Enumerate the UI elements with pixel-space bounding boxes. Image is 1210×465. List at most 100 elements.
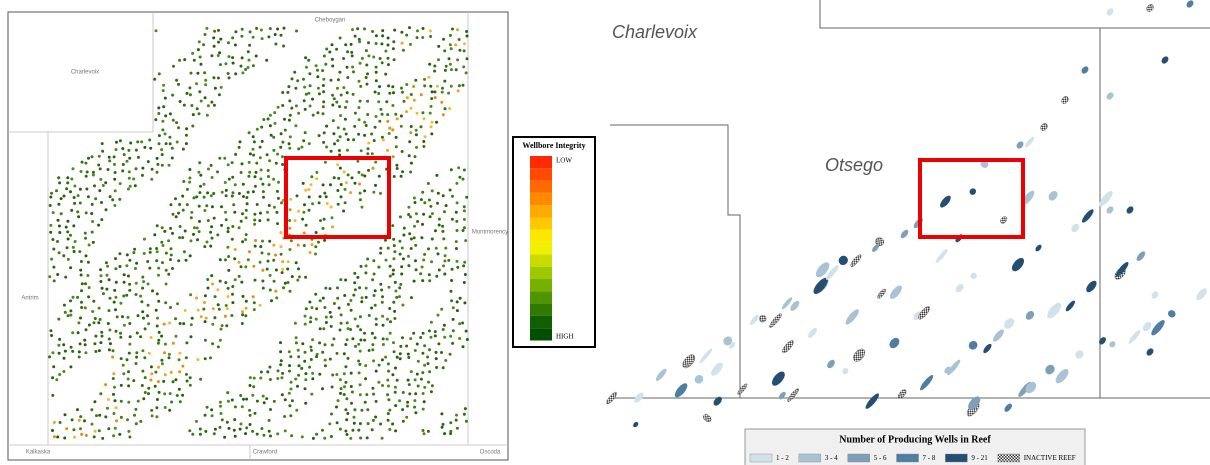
well [441, 113, 445, 117]
reef [737, 383, 748, 395]
well [92, 299, 96, 303]
well [52, 247, 56, 251]
well [188, 429, 192, 433]
legend-high: HIGH [556, 333, 574, 341]
well [337, 306, 341, 310]
well [427, 75, 431, 79]
well [100, 330, 104, 334]
well [328, 287, 332, 291]
well [87, 323, 91, 327]
well [365, 436, 369, 440]
well [318, 299, 322, 303]
well [146, 282, 150, 286]
well [178, 322, 182, 325]
well [199, 99, 203, 103]
well [405, 344, 409, 348]
reef [1000, 216, 1008, 224]
well [456, 265, 460, 269]
well [440, 90, 444, 94]
well [422, 117, 426, 121]
well [97, 223, 101, 227]
well [437, 268, 441, 272]
well [296, 384, 299, 388]
map-frame [7, 11, 509, 461]
well [357, 359, 361, 363]
well [258, 145, 262, 149]
reef [1081, 209, 1094, 223]
well [272, 243, 276, 247]
well [279, 363, 283, 367]
well [426, 362, 430, 366]
well [227, 55, 231, 59]
well [387, 285, 391, 289]
well [161, 128, 165, 132]
well [231, 285, 235, 288]
well [413, 349, 417, 352]
well [231, 191, 235, 195]
well [353, 317, 357, 321]
well [367, 41, 370, 45]
well [178, 58, 182, 62]
well [171, 341, 175, 345]
well [331, 119, 335, 123]
well [371, 386, 375, 390]
well [450, 279, 454, 282]
well [167, 239, 171, 243]
well [324, 195, 328, 199]
well [358, 198, 362, 202]
well [440, 425, 444, 429]
well [414, 268, 418, 272]
well [273, 121, 277, 125]
well [149, 146, 153, 150]
well [97, 349, 101, 353]
well [288, 248, 292, 251]
well [231, 225, 235, 228]
well [307, 58, 311, 62]
well [372, 294, 376, 297]
well [346, 327, 350, 331]
well [146, 303, 150, 307]
well [449, 429, 453, 433]
well [252, 140, 256, 144]
well [79, 170, 83, 173]
well [349, 42, 353, 46]
well [323, 436, 327, 440]
well [163, 342, 167, 346]
well [338, 70, 342, 74]
well [324, 315, 328, 319]
well [407, 154, 411, 158]
well [401, 303, 405, 307]
well [195, 107, 199, 111]
well [244, 233, 248, 237]
well [79, 427, 82, 431]
well [143, 391, 147, 394]
well [231, 301, 235, 305]
well [253, 222, 257, 226]
well [448, 188, 452, 192]
well [98, 413, 102, 417]
reef [1186, 0, 1194, 8]
well [427, 247, 430, 251]
well [358, 393, 362, 397]
well [218, 51, 222, 55]
well [223, 181, 227, 184]
well-dots [48, 26, 469, 440]
reef [1146, 348, 1154, 356]
well [392, 350, 396, 354]
well [164, 142, 168, 146]
well [321, 183, 325, 187]
well [64, 225, 68, 229]
well [230, 237, 234, 241]
well [311, 97, 314, 101]
well [342, 393, 346, 396]
well [157, 330, 161, 334]
right-map: Charlevoix Otsego [606, 0, 1210, 428]
well [398, 239, 402, 243]
well [352, 293, 356, 297]
well [206, 167, 210, 171]
well [224, 62, 228, 66]
well [206, 286, 210, 290]
well [349, 328, 353, 331]
well [443, 79, 447, 83]
reef [1047, 302, 1062, 319]
